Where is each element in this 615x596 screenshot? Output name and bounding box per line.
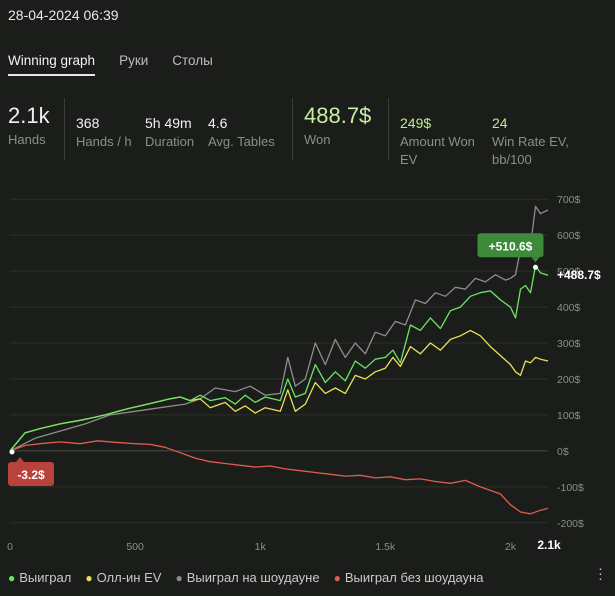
stat-amount-won-ev: 249$ Amount Won EV [400,115,475,169]
x-tick-label: 0 [7,541,13,553]
series-line [9,205,549,452]
stat-duration-label: Duration [145,134,195,149]
label-line: EV [400,152,418,167]
stat-win-rate-ev: 24 Win Rate EV, bb/100 [492,115,569,169]
chart-legend: ● Выиграл ● Олл-ин EV ● Выиграл на шоудауне… [8,570,483,585]
stat-won-value: 488.7$ [304,103,372,128]
final-value-label: +488.7$ [557,268,601,282]
stat-hands-value: 2.1k [8,103,50,128]
x-end-label: 2.1k [537,538,561,552]
stat-duration: 5h 49m Duration [145,115,194,151]
y-tick-label: 600$ [557,230,581,242]
peak-point [532,264,538,270]
label-line: Win Rate EV, [492,134,569,149]
min-badge-label: -3.2$ [17,468,45,482]
stat-amount-won-ev-value: 249$ [400,115,432,131]
x-tick-label: 500 [126,541,144,553]
stat-avg-tables-label: Avg. Tables [208,134,275,149]
stat-win-rate-ev-label: Win Rate EV, bb/100 [492,133,569,169]
stat-won: 488.7$ Won [304,103,371,149]
legend-label: Выиграл без шоудауна [344,570,484,585]
stat-hands-per-hour-value: 368 [76,115,100,131]
divider [292,98,293,160]
stat-hands-per-hour: 368 Hands / h [76,115,132,151]
legend-item-allin-ev[interactable]: ● Олл-ин EV [85,570,161,585]
x-tick-label: 2k [505,541,517,553]
label-line: bb/100 [492,152,532,167]
tab-tables[interactable]: Столы [172,53,213,68]
legend-item-non-showdown[interactable]: ● Выиграл без шоудауна [334,570,484,585]
stat-hands-label: Hands [8,132,46,147]
stat-hands: 2.1k Hands [8,103,50,149]
legend-dot: ● [85,571,93,585]
legend-dot: ● [8,571,16,585]
legend-item-showdown[interactable]: ● Выиграл на шоудауне [175,570,319,585]
divider [64,98,65,160]
x-tick-label: 1k [255,541,267,553]
stat-win-rate-ev-value: 24 [492,115,508,131]
label-line: Amount Won [400,134,475,149]
y-tick-label: 300$ [557,338,581,350]
legend-label: Олл-ин EV [96,570,162,585]
more-options-icon[interactable]: · · · [598,560,603,587]
peak-badge-pointer [531,257,540,263]
peak-badge [477,233,544,258]
y-tick-label: -100$ [557,482,584,494]
stat-amount-won-ev-label: Amount Won EV [400,133,475,169]
y-tick-label: 200$ [557,374,581,386]
tab-hands[interactable]: Руки [119,53,149,68]
stat-duration-value: 5h 49m [145,115,192,131]
y-tick-label: 700$ [557,194,581,206]
y-tick-label: 100$ [557,410,581,422]
stat-avg-tables: 4.6 Avg. Tables [208,115,275,151]
y-tick-label: 500$ [557,266,581,278]
series-line [9,265,549,452]
tab-winning-graph[interactable]: Winning graph [8,53,96,76]
legend-label: Выиграл на шоудауне [186,570,320,585]
legend-dot: ● [333,571,341,585]
divider [388,98,389,160]
peak-badge-label: +510.6$ [489,239,533,253]
legend-label: Выиграл [19,570,72,585]
legend-dot: ● [175,571,183,585]
tab-bar: Winning graph Руки Столы [8,53,213,76]
stat-avg-tables-value: 4.6 [208,115,228,131]
min-badge-pointer [16,457,24,463]
y-tick-label: 0$ [557,446,569,458]
session-datetime: 28-04-2024 06:39 [8,7,119,23]
min-point [9,449,15,455]
legend-item-won[interactable]: ● Выиграл [8,570,71,585]
series-line [9,440,549,515]
y-tick-label: -200$ [557,518,584,530]
min-badge [8,462,54,487]
y-tick-label: 400$ [557,302,581,314]
x-tick-label: 1.5k [375,541,396,553]
stat-won-label: Won [304,132,331,147]
series-line [9,329,549,452]
stat-hands-per-hour-label: Hands / h [76,134,132,149]
